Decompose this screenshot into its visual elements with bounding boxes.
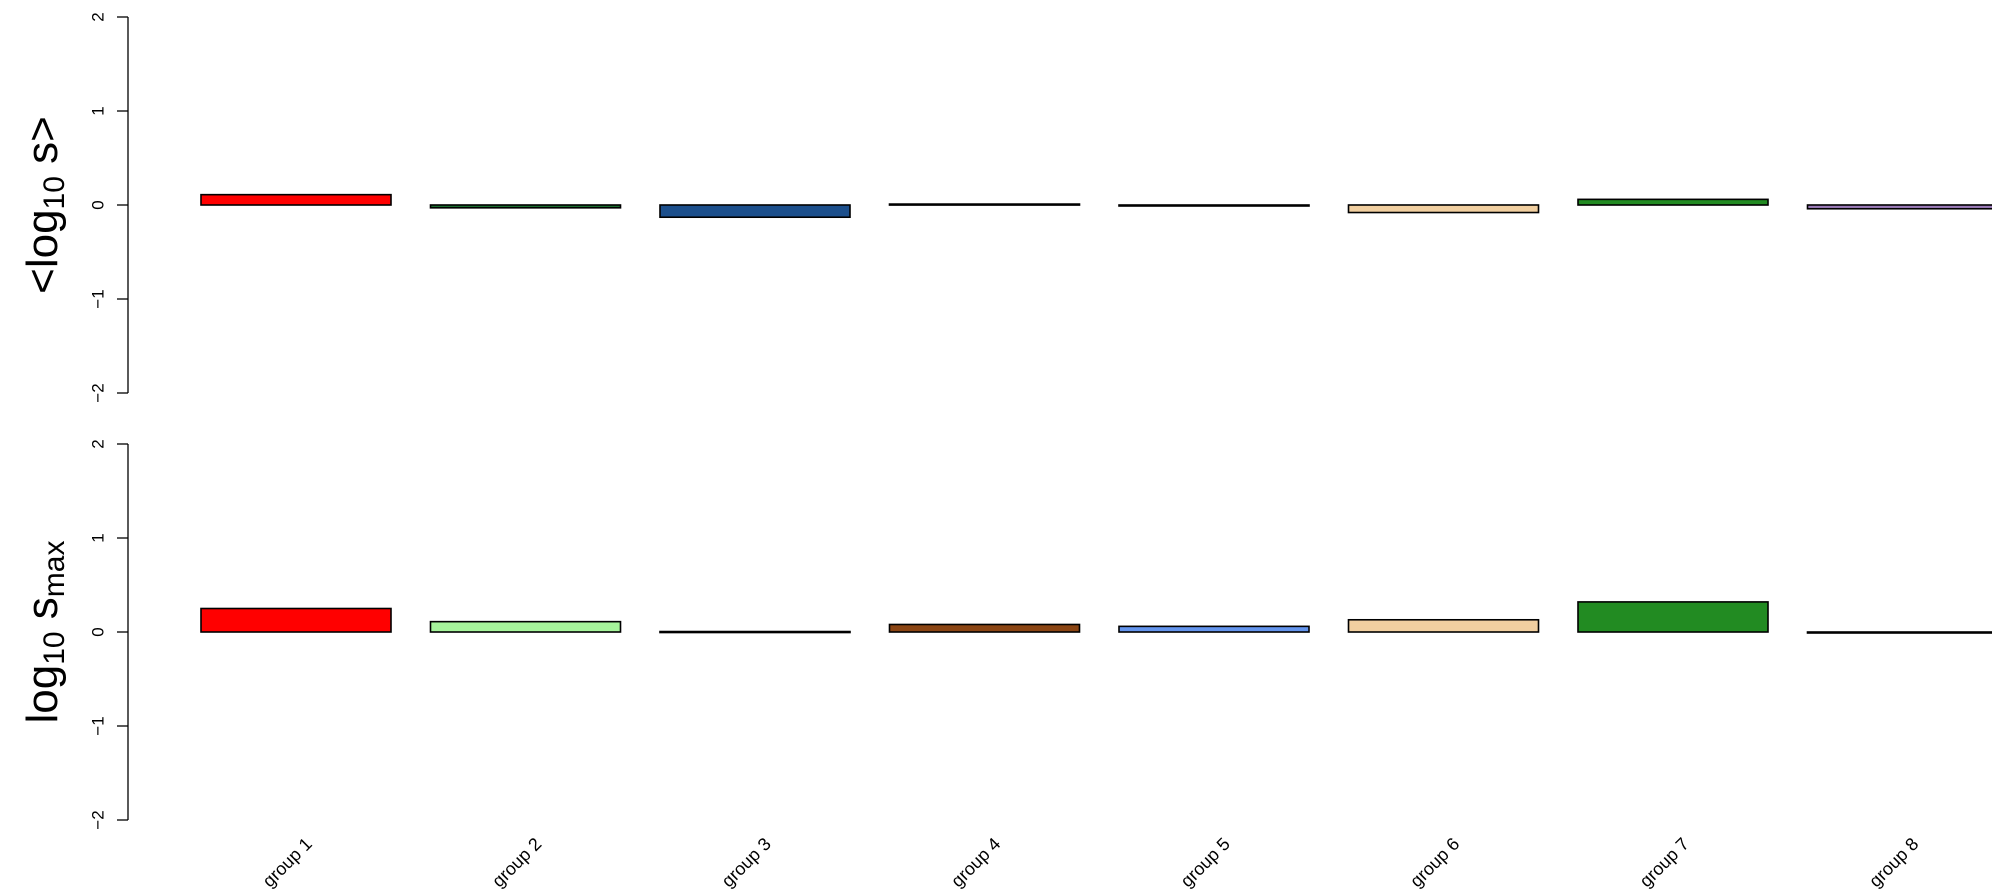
top-bar-6 — [1347, 204, 1540, 214]
top-y-tick-label: 2 — [89, 12, 108, 21]
bottom-bar-8 — [1806, 631, 1992, 634]
top-y-tick-label: −2 — [89, 383, 108, 402]
top-bar-5 — [1118, 204, 1310, 207]
bottom-bar-1 — [200, 607, 392, 633]
top-bar-2 — [429, 204, 622, 209]
ylabel-suffix: s — [18, 597, 67, 631]
ylabel-subscript-2: max — [38, 540, 71, 597]
bottom-y-tick-label: −2 — [89, 810, 108, 829]
bottom-y-axis-title: log10 smax — [18, 540, 71, 723]
top-y-tick-label: 0 — [89, 200, 108, 209]
bottom-bar-7 — [1577, 601, 1769, 633]
ylabel-subscript: 10 — [38, 631, 71, 664]
category-label-4: group 4 — [947, 834, 1004, 891]
category-labels: group 1 group 2 group 3 group 4 group 5 group… — [259, 834, 1923, 891]
bottom-bar-4 — [888, 623, 1081, 633]
bottom-panel: −2 −1 0 1 2 log10 smax — [18, 439, 1992, 830]
bottom-y-tick-label: 0 — [89, 627, 108, 636]
bottom-bar-2 — [429, 620, 622, 633]
top-panel: −2 −1 0 1 2 <log10 s> — [18, 12, 1992, 403]
bottom-bar-6 — [1347, 618, 1540, 633]
ylabel-subscript: 10 — [38, 176, 71, 209]
ylabel-prefix: <log — [18, 209, 67, 293]
category-label-6: group 6 — [1406, 834, 1463, 891]
ylabel-suffix: s> — [18, 116, 67, 176]
bottom-bar-3 — [659, 630, 851, 634]
bottom-y-tick-label: 1 — [89, 533, 108, 542]
bottom-bar-5 — [1118, 625, 1310, 633]
category-label-8: group 8 — [1865, 834, 1922, 891]
top-y-tick-label: −1 — [89, 289, 108, 308]
top-y-tick-label: 1 — [89, 106, 108, 115]
top-bar-7 — [1577, 198, 1769, 206]
bottom-y-tick-label: −1 — [89, 716, 108, 735]
bottom-y-tick-label: 2 — [89, 439, 108, 448]
top-bar-3 — [659, 204, 851, 219]
category-label-3: group 3 — [718, 834, 775, 891]
category-label-1: group 1 — [259, 834, 316, 891]
ylabel-prefix: log — [18, 665, 67, 724]
top-bar-1 — [200, 193, 392, 206]
top-bar-8 — [1806, 204, 1992, 210]
category-label-5: group 5 — [1177, 834, 1234, 891]
category-label-2: group 2 — [488, 834, 545, 891]
top-y-axis-title: <log10 s> — [18, 116, 71, 294]
category-label-7: group 7 — [1636, 834, 1693, 891]
top-bar-4 — [888, 203, 1081, 206]
